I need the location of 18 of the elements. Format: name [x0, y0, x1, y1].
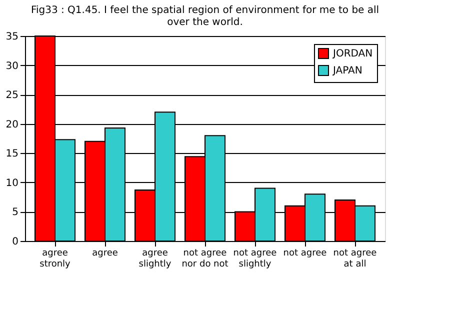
x-tick-label: not agree — [283, 248, 328, 258]
x-tick-label: agree slightly — [138, 248, 172, 270]
x-tick-label: agree stronly — [40, 248, 72, 270]
y-tick-label: 10 — [6, 178, 18, 189]
y-tick-label: 15 — [6, 148, 18, 160]
x-tick-label: agree — [92, 248, 118, 258]
y-tick-label: 30 — [6, 60, 18, 72]
legend-label: JAPAN — [332, 66, 362, 76]
y-tick-label: 5 — [12, 207, 18, 218]
x-tick-label: not agree slightly — [233, 248, 278, 270]
x-tick-label: not agree nor do not — [182, 248, 229, 270]
legend-label: JORDAN — [332, 48, 373, 60]
y-tick-label: 35 — [6, 32, 18, 42]
y-tick-label: 25 — [6, 90, 18, 102]
chart-title: Fig33 : Q1.45. I feel the spatial region of environment for me to be all over the world. — [30, 5, 380, 28]
y-tick-label: 20 — [6, 119, 18, 130]
x-tick-label: not agree at all — [333, 248, 378, 270]
y-tick-label: 0 — [12, 236, 18, 248]
